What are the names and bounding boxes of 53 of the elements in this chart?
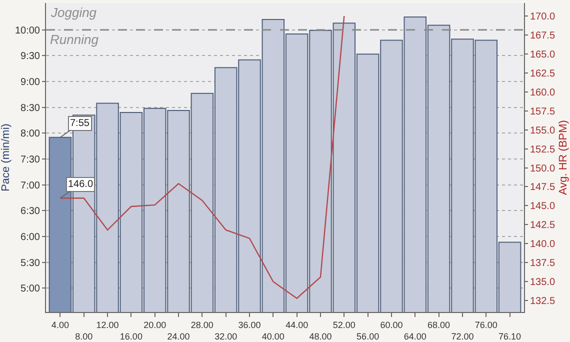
y2-tick-label: 142.5 bbox=[530, 220, 556, 232]
y-tick-label: 7:30 bbox=[20, 154, 40, 166]
y2-tick-label: 165.0 bbox=[530, 49, 556, 60]
y-tick-label: 9:30 bbox=[20, 51, 40, 62]
annotation: 7:55 bbox=[70, 118, 90, 129]
x-tick-label: 12.00 bbox=[96, 320, 119, 330]
y2-tick-label: 152.5 bbox=[530, 144, 556, 156]
y-tick-label: 9:00 bbox=[20, 77, 40, 88]
y2-tick-label: 160.0 bbox=[530, 87, 556, 98]
x-tick-label: 8.00 bbox=[75, 332, 93, 342]
x-tick-label: 36.00 bbox=[238, 320, 261, 330]
x-tick-label: 4.00 bbox=[51, 320, 69, 330]
x-tick-label: 52.00 bbox=[332, 320, 356, 330]
x-tick-label: 44.00 bbox=[286, 320, 308, 330]
y2-tick-label: 150.0 bbox=[530, 163, 556, 174]
x-tick-label: 40.00 bbox=[262, 332, 284, 342]
y-tick-label: 6:30 bbox=[20, 206, 40, 218]
annotation: 146.0 bbox=[68, 179, 94, 190]
x-tick-label: 56.00 bbox=[356, 332, 380, 342]
x-tick-label: 76.00 bbox=[474, 320, 498, 330]
y2-tick-label: 155.0 bbox=[530, 125, 556, 136]
x-tick-label: 32.00 bbox=[214, 332, 238, 342]
y-tick-label: 8:00 bbox=[20, 128, 40, 140]
y2-tick-label: 170.0 bbox=[530, 11, 556, 22]
y-tick-label: 5:00 bbox=[20, 284, 40, 295]
ref-line-label: Running bbox=[50, 32, 100, 47]
y-tick-label: 10:00 bbox=[14, 25, 40, 36]
y-tick-label: 6:00 bbox=[20, 232, 40, 244]
y-tick-label: 8:30 bbox=[20, 102, 40, 114]
x-tick-label: 20.00 bbox=[144, 320, 166, 330]
y2-tick-label: 140.0 bbox=[530, 239, 556, 250]
y2-tick-label: 157.5 bbox=[530, 106, 556, 118]
x-tick-label: 76.10 bbox=[498, 332, 522, 342]
x-tick-label: 28.00 bbox=[190, 320, 214, 330]
annotation: Jogging bbox=[50, 5, 98, 20]
x-tick-label: 24.00 bbox=[167, 332, 190, 342]
y2-tick-label: 137.5 bbox=[530, 258, 556, 270]
y2-axis-title: Avg. HR (BPM) bbox=[558, 120, 570, 195]
y-tick-label: 7:00 bbox=[20, 180, 40, 192]
y2-tick-label: 135.0 bbox=[530, 277, 556, 288]
y2-tick-label: 145.0 bbox=[530, 201, 556, 212]
x-tick-label: 64.00 bbox=[404, 332, 426, 342]
y-axis-title: Pace (min/mi) bbox=[0, 124, 12, 192]
x-tick-label: 60.00 bbox=[380, 320, 403, 330]
x-tick-label: 48.00 bbox=[309, 332, 332, 342]
y2-tick-label: 162.5 bbox=[530, 68, 556, 80]
y2-tick-label: 132.5 bbox=[530, 296, 556, 308]
x-tick-label: 72.00 bbox=[451, 332, 474, 342]
y2-tick-label: 167.5 bbox=[530, 30, 556, 42]
x-tick-label: 68.00 bbox=[428, 320, 450, 330]
y2-tick-label: 147.5 bbox=[530, 182, 556, 194]
x-tick-label: 16.00 bbox=[120, 332, 142, 342]
y-tick-label: 5:30 bbox=[20, 258, 40, 269]
